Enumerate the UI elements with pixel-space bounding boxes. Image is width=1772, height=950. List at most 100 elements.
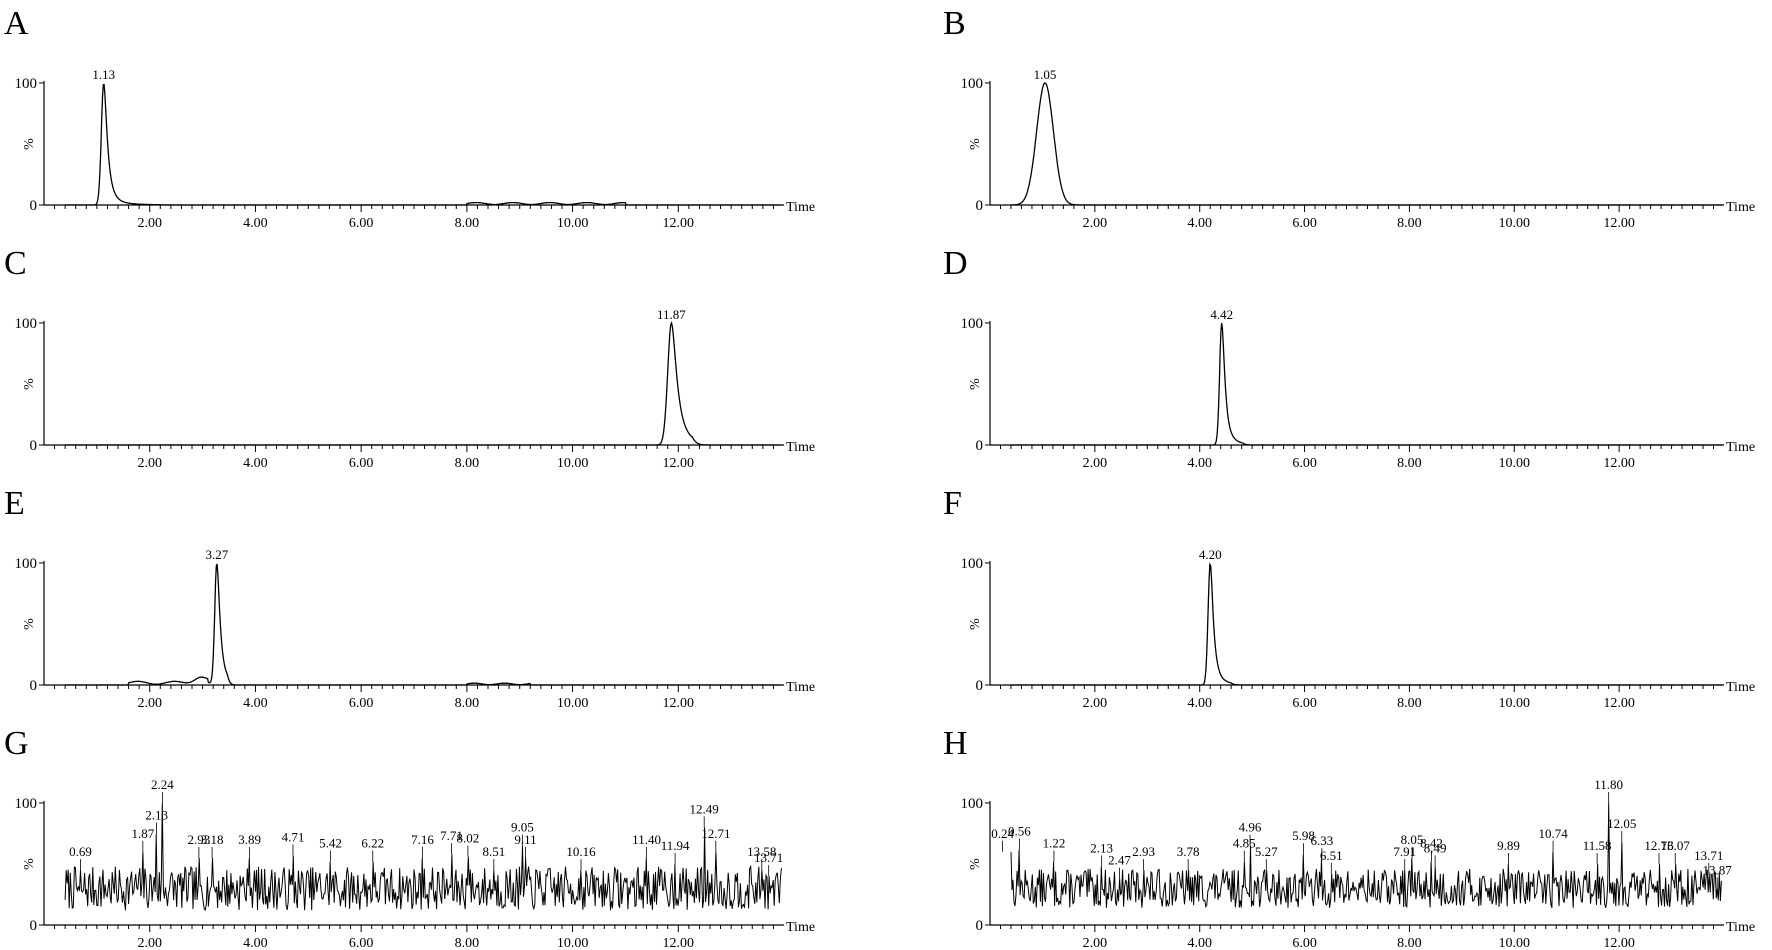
peak-label: 13.07 <box>1661 838 1691 853</box>
panel-letter: A <box>4 5 29 42</box>
x-tick-label: 8.00 <box>1397 696 1422 711</box>
peak-label: 3.89 <box>238 832 261 847</box>
peak-label: 1.87 <box>131 826 154 841</box>
peak-label: 1.05 <box>1034 67 1057 82</box>
peak-label: 11.80 <box>1594 777 1623 792</box>
peak-label: 2.93 <box>1132 844 1155 859</box>
peak-label: 6.22 <box>361 836 384 851</box>
peak-label: 8.02 <box>457 831 480 846</box>
x-tick-label: 6.00 <box>349 936 374 950</box>
peak-label: 0.24 <box>991 826 1014 841</box>
y-tick-label: 100 <box>961 556 984 572</box>
y-tick-label: 100 <box>15 316 38 332</box>
x-axis-label: Time <box>786 680 815 695</box>
peak-label: 8.51 <box>482 844 505 859</box>
peak-label: 4.42 <box>1210 307 1233 322</box>
chromatogram-panel-b: B 100 0% 2.00 4.00 6.00 8.00 10.00 12.00 Time 1.05 <box>943 5 1755 231</box>
chromatogram-panel-d: D 100 0% 2.00 4.00 6.00 8.00 10.00 12.00 Time 4.42 <box>943 245 1755 471</box>
y-tick-label: 0 <box>30 438 38 454</box>
x-tick-label: 12.00 <box>663 696 695 711</box>
x-tick-label: 4.00 <box>1187 456 1212 471</box>
x-tick-label: 6.00 <box>1292 696 1317 711</box>
y-tick-label: 0 <box>976 678 984 694</box>
x-axis-label: Time <box>1726 440 1755 455</box>
y-tick-label: 100 <box>15 76 38 92</box>
x-tick-label: 6.00 <box>1292 456 1317 471</box>
peak-label: 0.69 <box>69 844 92 859</box>
x-tick-label: 8.00 <box>1397 456 1422 471</box>
y-tick-label: 100 <box>15 556 38 572</box>
y-tick-label: 100 <box>961 76 984 92</box>
x-axis-label: Time <box>1726 200 1755 215</box>
peak-label: 4.71 <box>282 829 305 844</box>
peak-label: 11.58 <box>1583 838 1612 853</box>
peak-label: 11.87 <box>657 307 686 322</box>
peak-label: 8.05 <box>1401 832 1424 847</box>
x-tick-label: 8.00 <box>455 456 480 471</box>
peak-label: 1.22 <box>1043 836 1066 851</box>
y-axis-label: % <box>22 858 37 870</box>
y-tick-label: 0 <box>976 198 984 214</box>
peak-label: 3.78 <box>1177 844 1200 859</box>
x-axis-label: Time <box>786 200 815 215</box>
x-tick-label: 2.00 <box>1083 456 1108 471</box>
peak-label: 4.96 <box>1239 820 1262 835</box>
y-axis-label: % <box>968 378 983 390</box>
x-tick-label: 8.00 <box>1397 216 1422 231</box>
x-tick-label: 10.00 <box>557 216 589 231</box>
panel-letter: B <box>943 5 966 42</box>
chromatogram-panel-c: C 100 0% 2.00 4.00 6.00 8.00 10.00 12.00 Time 11.8… <box>4 245 815 471</box>
x-tick-label: 12.00 <box>663 216 695 231</box>
x-tick-label: 2.00 <box>1083 936 1108 950</box>
peak-label: 2.47 <box>1108 853 1131 868</box>
peak-label: 3.27 <box>205 547 228 562</box>
peak-label: 12.71 <box>701 826 730 841</box>
x-tick-label: 8.00 <box>1397 936 1422 950</box>
x-tick-label: 4.00 <box>243 936 268 950</box>
x-tick-label: 8.00 <box>455 696 480 711</box>
x-axis-label: Time <box>1726 920 1755 935</box>
peak-label: 7.91 <box>1393 844 1416 859</box>
y-axis-label: % <box>968 138 983 150</box>
peak-label: 2.13 <box>1090 840 1113 855</box>
y-axis-label: % <box>22 138 37 150</box>
panel-letter: D <box>943 245 968 282</box>
peak-label: 13.58 <box>747 844 776 859</box>
chromatogram-panel-h: H 100 0% 2.00 4.00 6.00 8.00 10.00 12.00 Time 0.24… <box>943 725 1755 950</box>
y-axis-label: % <box>22 378 37 390</box>
chromatogram-panel-g: G 100 0% 2.00 4.00 6.00 8.00 10.00 12.00 Time 0.69… <box>4 725 815 950</box>
chromatogram-panel-f: F 100 0% 2.00 4.00 6.00 8.00 10.00 12.00 Time 4.20 <box>943 485 1755 711</box>
x-tick-label: 2.00 <box>137 216 162 231</box>
peak-label: 12.49 <box>690 801 719 816</box>
peak-label: 6.51 <box>1320 848 1343 863</box>
y-tick-label: 0 <box>976 918 984 934</box>
x-tick-label: 2.00 <box>1083 216 1108 231</box>
peak-label: 6.33 <box>1310 833 1333 848</box>
chromatogram-trace <box>65 83 782 206</box>
y-tick-label: 100 <box>961 316 984 332</box>
peak-label: 5.27 <box>1255 844 1278 859</box>
peak-label: 10.74 <box>1538 826 1568 841</box>
x-axis-label: Time <box>1726 680 1755 695</box>
peak-label: 0.56 <box>1008 823 1031 838</box>
chromatogram-trace <box>65 321 782 446</box>
x-tick-label: 10.00 <box>557 696 589 711</box>
x-tick-label: 6.00 <box>1292 216 1317 231</box>
x-tick-label: 12.00 <box>663 936 695 950</box>
x-tick-label: 2.00 <box>137 936 162 950</box>
peak-label: 13.71 <box>1694 848 1723 863</box>
x-tick-label: 2.00 <box>137 456 162 471</box>
peak-label: 1.13 <box>92 67 115 82</box>
x-tick-label: 6.00 <box>349 456 374 471</box>
x-tick-label: 4.00 <box>1187 696 1212 711</box>
y-axis-label: % <box>968 858 983 870</box>
y-axis-label: % <box>22 618 37 630</box>
x-tick-label: 2.00 <box>1083 696 1108 711</box>
x-tick-label: 12.00 <box>1603 936 1635 950</box>
x-tick-label: 2.00 <box>137 696 162 711</box>
y-tick-label: 100 <box>961 796 984 812</box>
x-tick-label: 12.00 <box>1603 696 1635 711</box>
y-axis-label: % <box>968 618 983 630</box>
chromatogram-panel-a: A 100 0% 2.00 4.00 6.00 8.00 10.00 12.00 Time 1.13 <box>4 5 815 231</box>
peak-label: 2.24 <box>151 777 174 792</box>
